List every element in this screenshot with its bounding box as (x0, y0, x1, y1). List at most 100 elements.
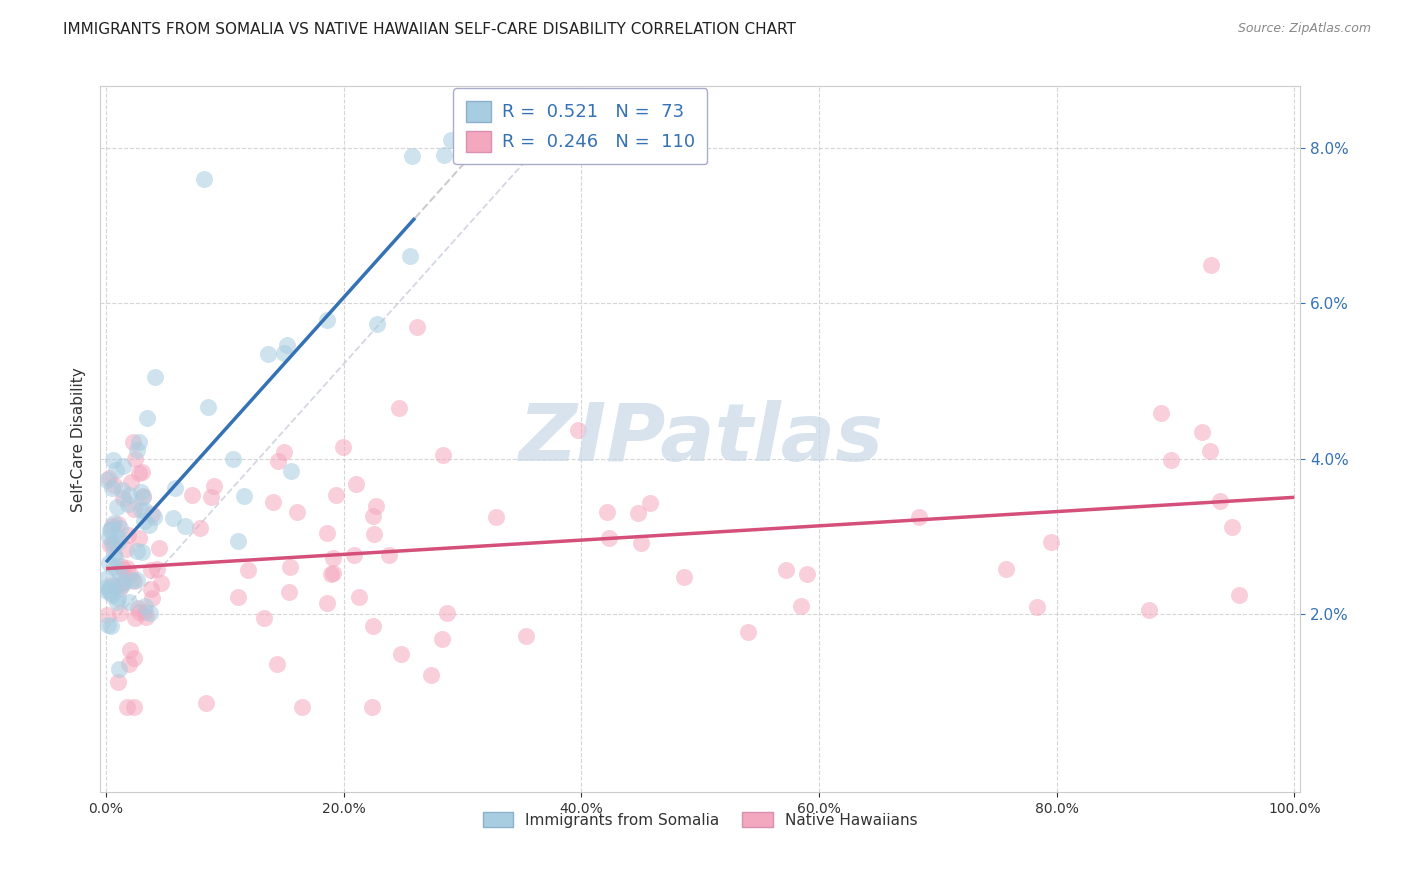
Point (165, 481, 187, 495)
Point (420, 667, 443, 681)
Point (349, 591, 371, 605)
Point (124, 452, 146, 467)
Point (238, 563, 260, 577)
Point (98, 530, 121, 544)
Point (193, 172, 215, 186)
Point (122, 574, 145, 588)
Point (174, 519, 197, 533)
Point (291, 699, 314, 714)
Point (143, 370, 166, 384)
Point (285, 505, 308, 519)
Point (122, 435, 145, 450)
Point (101, 588, 124, 602)
Point (226, 590, 249, 604)
Point (266, 657, 288, 672)
Point (319, 567, 342, 582)
Point (401, 148, 423, 162)
Point (111, 561, 134, 575)
Point (257, 347, 280, 361)
Point (112, 491, 135, 505)
Point (436, 606, 458, 620)
Point (110, 521, 132, 535)
Point (97, 617, 120, 632)
Point (278, 560, 301, 574)
Point (432, 449, 454, 463)
Point (98, 538, 121, 552)
Point (124, 611, 146, 625)
Point (96, 571, 118, 585)
Point (120, 567, 142, 582)
Point (100, 619, 122, 633)
Point (162, 511, 184, 525)
Point (626, 506, 648, 520)
Point (117, 497, 139, 511)
Point (104, 579, 127, 593)
Point (280, 464, 302, 478)
Point (117, 657, 139, 671)
Point (277, 585, 299, 599)
Point (96, 580, 118, 594)
Point (115, 561, 138, 575)
Text: IMMIGRANTS FROM SOMALIA VS NATIVE HAWAIIAN SELF-CARE DISABILITY CORRELATION CHAR: IMMIGRANTS FROM SOMALIA VS NATIVE HAWAII… (63, 22, 796, 37)
Point (108, 565, 131, 579)
Point (128, 467, 150, 481)
Point (398, 249, 420, 263)
Point (108, 662, 131, 676)
Point (101, 453, 124, 467)
Point (139, 582, 162, 596)
Text: ZIPatlas: ZIPatlas (517, 401, 883, 478)
Point (994, 562, 1017, 576)
Point (638, 496, 661, 510)
Point (101, 518, 124, 533)
Point (100, 522, 122, 536)
Point (908, 510, 931, 524)
Point (150, 576, 173, 591)
Legend: Immigrants from Somalia, Native Hawaiians: Immigrants from Somalia, Native Hawaiian… (477, 805, 924, 834)
Point (190, 521, 212, 535)
Point (104, 550, 127, 565)
Point (202, 479, 225, 493)
Point (100, 586, 122, 600)
Point (378, 548, 401, 562)
Point (276, 338, 298, 352)
Point (107, 675, 129, 690)
Point (389, 648, 412, 662)
Point (267, 454, 290, 468)
Point (343, 548, 366, 562)
Point (136, 411, 159, 425)
Point (131, 503, 153, 517)
Point (1222, 519, 1244, 533)
Point (96, 608, 118, 623)
Point (796, 567, 818, 582)
Point (433, 148, 456, 162)
Point (141, 591, 163, 605)
Point (143, 510, 166, 524)
Point (104, 561, 127, 575)
Point (364, 499, 387, 513)
Point (124, 651, 146, 665)
Point (127, 601, 149, 615)
Point (273, 444, 295, 458)
Point (332, 440, 354, 454)
Point (596, 505, 619, 519)
Point (103, 547, 125, 561)
Point (221, 451, 243, 466)
Point (107, 530, 129, 544)
Point (110, 581, 132, 595)
Point (117, 528, 139, 542)
Point (124, 502, 146, 516)
Point (132, 489, 155, 503)
Point (97, 583, 120, 598)
Point (1040, 535, 1063, 549)
Point (226, 534, 249, 549)
Point (135, 610, 157, 624)
Point (1199, 258, 1222, 272)
Point (262, 494, 284, 508)
Point (128, 531, 150, 545)
Point (101, 577, 124, 591)
Point (131, 490, 153, 504)
Point (1227, 588, 1250, 602)
Point (138, 517, 160, 532)
Point (322, 566, 344, 580)
Point (141, 507, 163, 521)
